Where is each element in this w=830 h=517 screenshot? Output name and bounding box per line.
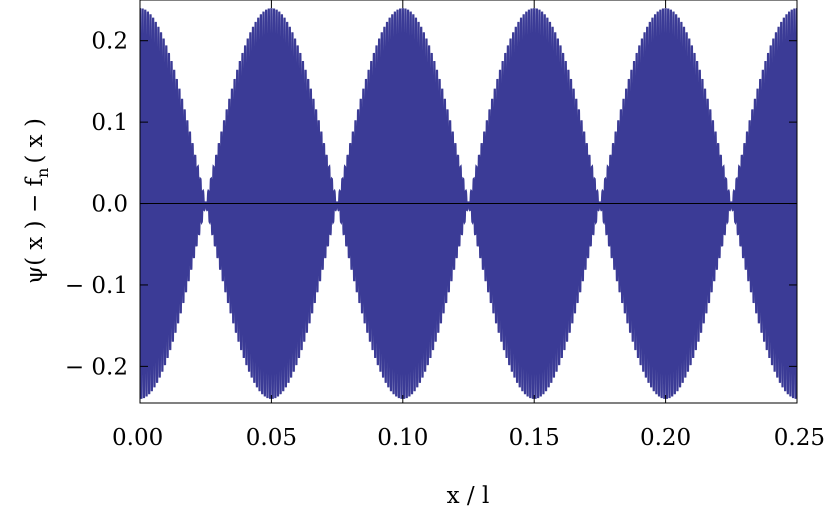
y-axis-label: ψ( x ) − fn ( x ) (22, 118, 52, 284)
plot-frame (139, 0, 798, 404)
plot-area (140, 8, 797, 399)
x-tick-label: 0.25 (774, 425, 825, 451)
y-tick-label: 0.2 (91, 29, 128, 55)
x-tick-label: 0.05 (246, 425, 297, 451)
y-tick-label: 0.1 (91, 110, 128, 136)
y-axis-label-subscript: n (33, 168, 52, 178)
y-axis: − 0.2 − 0.1 0.0 0.1 0.2 (65, 29, 797, 380)
y-axis-label-main: ψ( x ) − f (22, 176, 48, 283)
y-tick-label: − 0.2 (65, 354, 128, 380)
x-tick-label: 0.15 (509, 425, 560, 451)
x-tick-label: 0.10 (377, 425, 428, 451)
y-tick-label: − 0.1 (65, 273, 128, 299)
y-axis-label-tail: ( x ) (22, 118, 48, 164)
x-tick-label: 0.20 (640, 425, 691, 451)
x-axis: 0.00 0.05 0.10 0.15 0.20 0.25 (112, 0, 825, 451)
x-tick-label: 0.00 (112, 425, 163, 451)
y-tick-label: 0.0 (91, 192, 128, 218)
x-axis-label: x / l (447, 483, 490, 509)
